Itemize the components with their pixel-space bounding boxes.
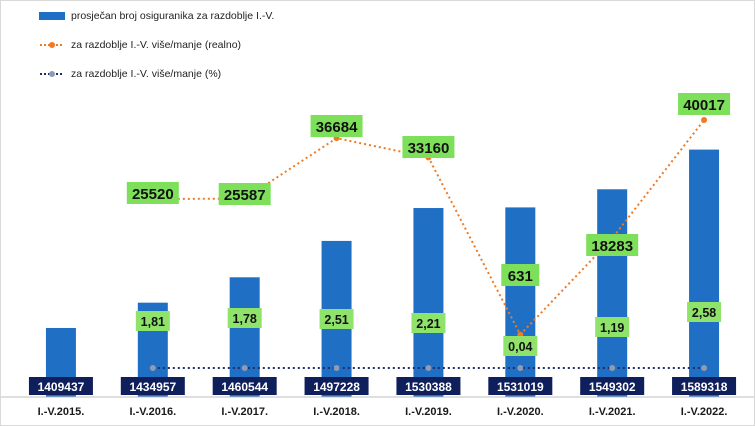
pct-value-label-bg-5 bbox=[503, 336, 538, 356]
bar-value-label-3: 1497228 bbox=[313, 380, 360, 394]
x-tick-label-6: I.-V.2021. bbox=[589, 406, 636, 418]
bar-value-label-6: 1549302 bbox=[589, 380, 636, 394]
legend-pct-label: za razdoblje I.-V. više/manje (%) bbox=[71, 68, 222, 80]
pct-value-label-bg-2 bbox=[227, 308, 262, 328]
bar-value-label-7: 1589318 bbox=[681, 380, 728, 394]
pct-value-label-3: 2,51 bbox=[324, 313, 348, 327]
real-value-label-2: 25587 bbox=[224, 187, 266, 204]
x-tick-label-2: I.-V.2017. bbox=[221, 406, 268, 418]
x-tick-label-0: I.-V.2015. bbox=[38, 406, 85, 418]
real-value-label-bg-6 bbox=[586, 234, 639, 256]
real-value-label-bg-2 bbox=[218, 183, 271, 205]
pct-value-label-bg-4 bbox=[411, 313, 446, 333]
pct-value-label-1: 1,81 bbox=[141, 315, 165, 329]
pct-point-6 bbox=[609, 365, 616, 371]
x-tick-label-5: I.-V.2020. bbox=[497, 406, 544, 418]
pct-point-7 bbox=[701, 365, 708, 371]
pct-value-label-5: 0,04 bbox=[508, 340, 532, 354]
pct-point-3 bbox=[333, 365, 340, 371]
legend-item-pct: za razdoblje I.-V. više/manje (%) bbox=[39, 68, 221, 80]
pct-value-label-7: 2,58 bbox=[692, 306, 716, 320]
bar-value-label-bg-7 bbox=[672, 377, 737, 395]
real-value-label-bg-4 bbox=[402, 136, 455, 158]
real-value-label-bg-3 bbox=[310, 115, 363, 137]
real-value-label-bg-7 bbox=[678, 93, 731, 115]
pct-value-label-bg-7 bbox=[687, 302, 722, 322]
legend-bar-swatch bbox=[39, 12, 65, 20]
x-tick-label-7: I.-V.2022. bbox=[681, 406, 728, 418]
real-value-label-7: 40017 bbox=[683, 97, 725, 114]
pct-value-label-2: 1,78 bbox=[233, 312, 257, 326]
bar-value-label-bg-1 bbox=[120, 377, 185, 395]
pct-value-label-bg-1 bbox=[135, 311, 170, 331]
bar-value-label-2: 1460544 bbox=[221, 380, 268, 394]
bar-value-label-bg-4 bbox=[396, 377, 461, 395]
real-value-label-4: 33160 bbox=[408, 140, 450, 157]
bar-value-label-1: 1434957 bbox=[129, 380, 176, 394]
bar-value-label-0: 1409437 bbox=[38, 380, 85, 394]
pct-point-2 bbox=[241, 365, 248, 371]
real-value-label-3: 36684 bbox=[316, 119, 358, 136]
x-tick-label-3: I.-V.2018. bbox=[313, 406, 360, 418]
bar-value-label-bg-5 bbox=[488, 377, 553, 395]
legend-real-label: za razdoblje I.-V. više/manje (realno) bbox=[71, 39, 242, 51]
pct-value-label-6: 1,19 bbox=[600, 321, 624, 335]
real-value-label-bg-1 bbox=[126, 182, 179, 204]
legend-pct-swatch bbox=[40, 71, 64, 77]
legend-item-bars: prosječan broj osiguranika za razdoblje … bbox=[39, 10, 274, 22]
real-point-7 bbox=[701, 117, 708, 123]
x-tick-label-1: I.-V.2016. bbox=[129, 406, 176, 418]
pct-point-1 bbox=[149, 365, 156, 371]
bar-7 bbox=[689, 149, 720, 397]
bar-value-label-bg-2 bbox=[212, 377, 277, 395]
bar-value-label-bg-6 bbox=[580, 377, 645, 395]
pct-point-5 bbox=[517, 365, 524, 371]
bar-value-label-bg-3 bbox=[304, 377, 369, 395]
bar-value-label-4: 1530388 bbox=[405, 380, 452, 394]
real-value-label-bg-5 bbox=[501, 264, 540, 286]
legend-item-real: za razdoblje I.-V. više/manje (realno) bbox=[39, 39, 241, 51]
x-tick-label-4: I.-V.2019. bbox=[405, 406, 452, 418]
legend-real-swatch bbox=[40, 42, 64, 48]
pct-point-4 bbox=[425, 365, 432, 371]
real-value-label-1: 25520 bbox=[132, 186, 174, 203]
pct-value-label-bg-6 bbox=[595, 317, 630, 337]
bar-value-label-bg-0 bbox=[28, 377, 93, 395]
bar-value-label-5: 1531019 bbox=[497, 380, 544, 394]
real-value-label-6: 18283 bbox=[591, 238, 633, 255]
legend-bar-label: prosječan broj osiguranika za razdoblje … bbox=[71, 10, 275, 22]
real-value-label-5: 631 bbox=[508, 268, 533, 285]
pct-value-label-4: 2,21 bbox=[416, 317, 440, 331]
pct-value-label-bg-3 bbox=[319, 309, 354, 329]
